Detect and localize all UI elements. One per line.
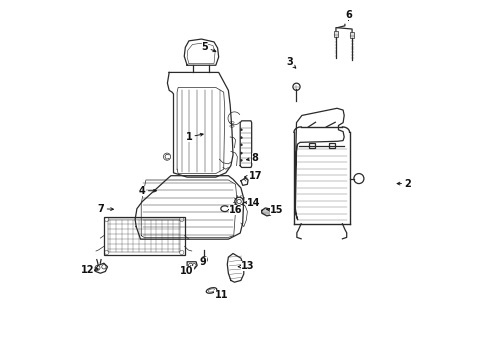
Text: 2: 2 — [396, 179, 410, 189]
Polygon shape — [261, 208, 272, 216]
Text: 17: 17 — [244, 171, 262, 181]
Bar — [108, 220, 180, 252]
Bar — [308, 143, 314, 148]
Text: 14: 14 — [244, 198, 260, 208]
Text: 1: 1 — [185, 132, 203, 142]
Text: 8: 8 — [246, 153, 258, 163]
Text: 3: 3 — [285, 57, 295, 68]
Circle shape — [240, 144, 242, 146]
Circle shape — [240, 152, 242, 154]
Text: 6: 6 — [345, 10, 351, 20]
Bar — [328, 143, 334, 148]
Text: 13: 13 — [238, 261, 254, 271]
Circle shape — [240, 129, 242, 131]
Circle shape — [240, 136, 242, 139]
Bar — [104, 217, 184, 255]
Text: 11: 11 — [213, 290, 227, 300]
Text: 16: 16 — [228, 206, 242, 216]
Text: 10: 10 — [180, 266, 193, 276]
Text: 9: 9 — [200, 257, 206, 267]
Circle shape — [240, 159, 242, 161]
Bar — [349, 32, 353, 39]
Text: 12: 12 — [81, 265, 98, 275]
Text: 15: 15 — [266, 206, 283, 216]
Text: 7: 7 — [98, 204, 113, 214]
Text: 4: 4 — [139, 186, 156, 196]
Text: 5: 5 — [201, 42, 215, 52]
Bar — [333, 31, 337, 37]
